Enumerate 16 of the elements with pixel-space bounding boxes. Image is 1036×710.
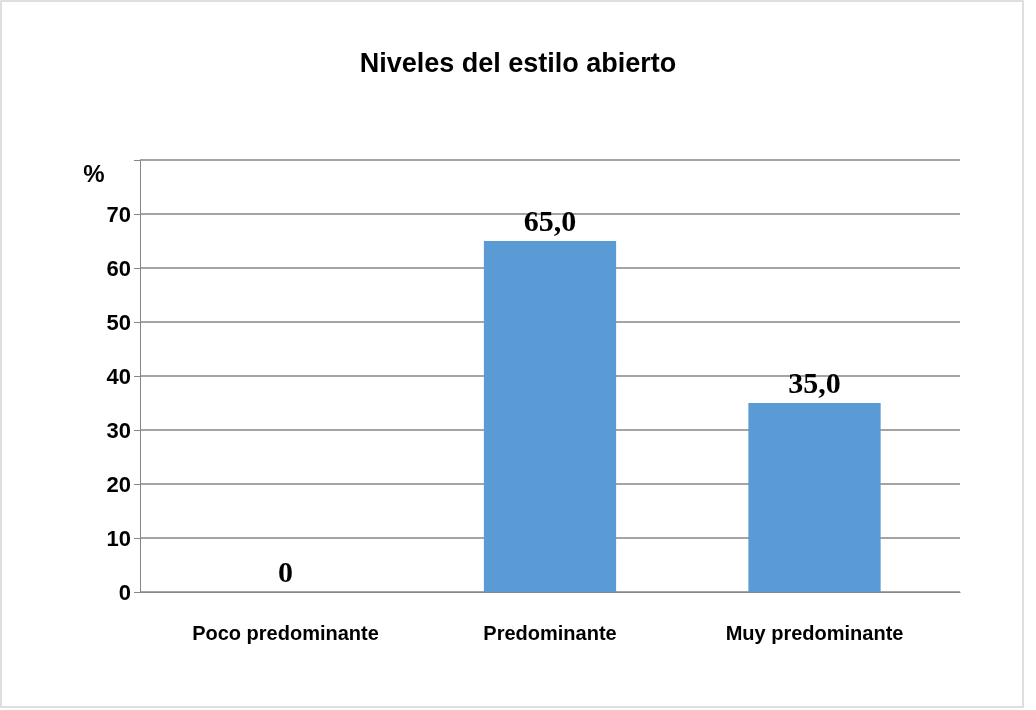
y-tick-label: 60	[106, 255, 131, 281]
y-tick-label: 70	[106, 201, 131, 227]
y-tick-label: 0	[118, 579, 131, 605]
data-label: 35,0	[788, 366, 841, 399]
y-axis-title: %	[83, 160, 105, 187]
y-tick-label: 50	[106, 309, 131, 335]
y-tick-label: 10	[106, 525, 131, 551]
x-tick-label: Predominante	[483, 622, 617, 645]
x-tick-label: Poco predominante	[192, 622, 379, 645]
x-tick-label: Muy predominante	[725, 622, 904, 645]
y-tick-label: 30	[106, 417, 131, 443]
data-label: 0	[277, 555, 293, 588]
chart-title: Niveles del estilo abierto	[359, 48, 677, 78]
y-tick-label: 40	[106, 363, 131, 389]
data-label: 65,0	[523, 204, 577, 237]
y-tick-label: 20	[106, 471, 131, 497]
